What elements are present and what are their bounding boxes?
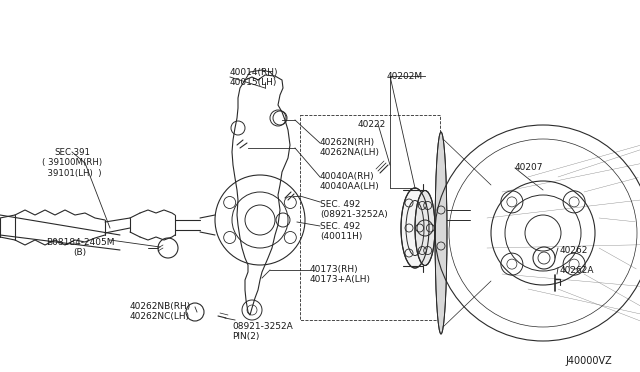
Text: 40014(RH)
40015(LH): 40014(RH) 40015(LH) (230, 68, 278, 87)
Text: 40173(RH)
40173+A(LH): 40173(RH) 40173+A(LH) (310, 265, 371, 285)
Text: J40000VZ: J40000VZ (565, 356, 612, 366)
Text: SEC. 492
(08921-3252A): SEC. 492 (08921-3252A) (320, 200, 388, 219)
Text: SEC.391
( 39100M(RH)
  39101(LH)  ): SEC.391 ( 39100M(RH) 39101(LH) ) (42, 148, 102, 178)
Text: SEC. 492
(40011H): SEC. 492 (40011H) (320, 222, 362, 241)
Text: B08184-2405M
(B): B08184-2405M (B) (45, 238, 115, 257)
Text: 40207: 40207 (515, 163, 543, 172)
Text: 40222: 40222 (358, 120, 387, 129)
Text: 40262: 40262 (560, 246, 588, 255)
Text: 08921-3252A
PIN(2): 08921-3252A PIN(2) (232, 322, 292, 341)
Ellipse shape (415, 190, 435, 266)
Text: 40040A(RH)
40040AA(LH): 40040A(RH) 40040AA(LH) (320, 172, 380, 192)
Ellipse shape (435, 132, 447, 334)
Text: 40262N(RH)
40262NA(LH): 40262N(RH) 40262NA(LH) (320, 138, 380, 157)
Text: 40262NB(RH)
40262NC(LH): 40262NB(RH) 40262NC(LH) (130, 302, 191, 321)
Text: 40202M: 40202M (387, 72, 423, 81)
Text: 40262A: 40262A (560, 266, 595, 275)
Ellipse shape (401, 188, 429, 268)
